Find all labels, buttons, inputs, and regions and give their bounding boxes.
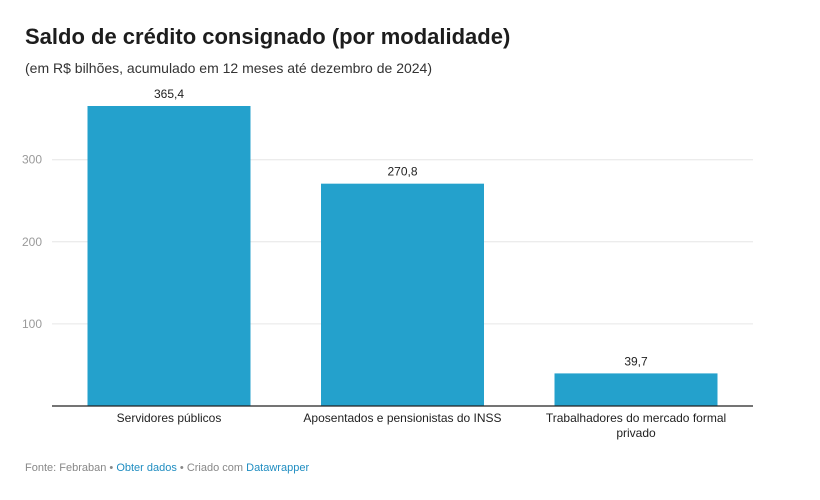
get-data-link[interactable]: Obter dados [116, 462, 177, 474]
x-category-label: Trabalhadores do mercado formal privado [546, 411, 726, 440]
bar [87, 106, 251, 406]
chart-subtitle: (em R$ bilhões, acumulado em 12 meses at… [25, 60, 432, 76]
x-category-label-line: privado [616, 426, 656, 440]
data-label: 270,8 [387, 165, 417, 179]
data-label: 39,7 [624, 354, 648, 368]
x-category-label-line: Trabalhadores do mercado formal [546, 411, 726, 425]
x-category-label-line: Servidores públicos [117, 411, 222, 425]
bar [321, 183, 484, 406]
chart-footer: Fonte: Febraban • Obter dados • Criado c… [25, 462, 309, 474]
data-label: 365,4 [154, 87, 184, 101]
y-tick-label: 300 [22, 153, 42, 167]
x-category-label: Servidores públicos [117, 411, 222, 425]
created-with-text: • Criado com [176, 462, 247, 474]
y-tick-label: 100 [22, 317, 42, 331]
datawrapper-link[interactable]: Datawrapper [246, 462, 310, 474]
x-category-label-line: Aposentados e pensionistas do INSS [303, 411, 501, 425]
y-tick-label: 200 [22, 235, 42, 249]
chart-title: Saldo de crédito consignado (por modalid… [25, 24, 511, 49]
bar [554, 373, 718, 406]
source-text: Fonte: Febraban [25, 462, 107, 474]
x-category-label: Aposentados e pensionistas do INSS [303, 411, 501, 425]
separator: • [106, 462, 117, 474]
